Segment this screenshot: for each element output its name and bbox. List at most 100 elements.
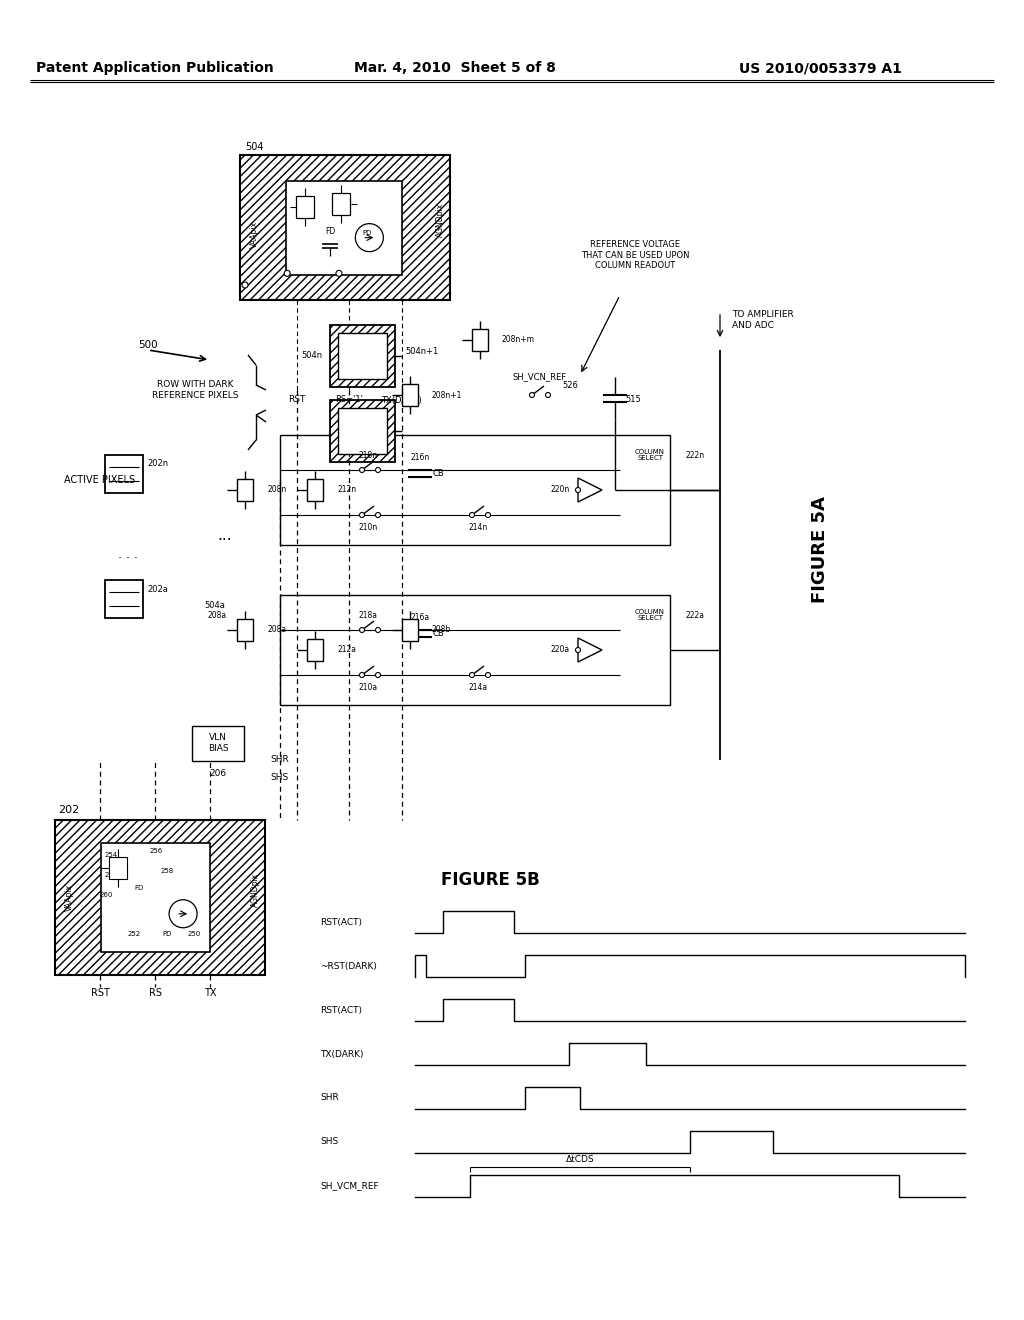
Text: 208b: 208b <box>432 626 452 635</box>
Text: 222n: 222n <box>685 450 705 459</box>
Text: 208n+1: 208n+1 <box>432 391 463 400</box>
Circle shape <box>575 648 581 652</box>
Text: SH_VCN_REF: SH_VCN_REF <box>513 372 567 381</box>
Text: ROW WITH DARK
REFERENCE PIXELS: ROW WITH DARK REFERENCE PIXELS <box>152 380 239 400</box>
Circle shape <box>376 672 381 677</box>
Text: 256: 256 <box>150 849 163 854</box>
Text: ~RST(DARK): ~RST(DARK) <box>319 961 377 970</box>
Bar <box>193 726 244 762</box>
Text: 212n: 212n <box>337 486 356 495</box>
Bar <box>55 820 265 975</box>
Text: COLUMN
SELECT: COLUMN SELECT <box>635 609 665 622</box>
Text: RS='1': RS='1' <box>335 396 364 404</box>
Text: 202: 202 <box>58 805 79 814</box>
Bar <box>296 197 314 218</box>
Text: 500: 500 <box>138 341 158 350</box>
Polygon shape <box>578 478 602 502</box>
Text: · · ·: · · · <box>118 552 138 565</box>
Circle shape <box>336 271 342 276</box>
Text: AGNDpix: AGNDpix <box>251 873 259 907</box>
Text: 202a: 202a <box>147 585 168 594</box>
Bar <box>307 479 323 502</box>
Text: FD: FD <box>325 227 335 236</box>
Text: 260: 260 <box>99 892 113 898</box>
Text: US 2010/0053379 A1: US 2010/0053379 A1 <box>738 61 901 75</box>
Text: 206: 206 <box>210 768 226 777</box>
Text: 216n: 216n <box>411 454 430 462</box>
Text: RST: RST <box>90 987 110 998</box>
Circle shape <box>169 900 197 928</box>
Circle shape <box>376 512 381 517</box>
Bar <box>105 455 143 492</box>
Text: TX(DARK): TX(DARK) <box>381 396 422 404</box>
Text: 210a: 210a <box>358 682 378 692</box>
Text: 515: 515 <box>625 396 641 404</box>
Text: FIGURE 5B: FIGURE 5B <box>440 871 540 888</box>
Bar <box>101 843 210 952</box>
Text: 252: 252 <box>127 931 140 937</box>
Text: 254: 254 <box>104 853 118 858</box>
Bar <box>338 408 387 454</box>
Circle shape <box>359 467 365 473</box>
Text: 210n: 210n <box>358 523 378 532</box>
Text: 504: 504 <box>245 143 263 152</box>
Bar <box>472 329 488 351</box>
Circle shape <box>546 392 551 397</box>
Text: TO AMPLIFIER
AND ADC: TO AMPLIFIER AND ADC <box>732 310 794 330</box>
Text: 222a: 222a <box>685 610 705 619</box>
Bar <box>338 333 387 379</box>
Text: SHS: SHS <box>319 1138 338 1147</box>
Circle shape <box>485 512 490 517</box>
Circle shape <box>376 467 381 473</box>
Text: 214n: 214n <box>468 523 487 532</box>
Circle shape <box>285 271 290 276</box>
Text: VAApix: VAApix <box>250 222 258 248</box>
Text: 214a: 214a <box>468 682 487 692</box>
Text: 208a: 208a <box>267 626 286 635</box>
Text: SHR: SHR <box>319 1093 339 1102</box>
Polygon shape <box>578 638 602 663</box>
Text: 220a: 220a <box>551 645 570 655</box>
Text: 262: 262 <box>104 873 118 878</box>
Text: RS: RS <box>148 987 162 998</box>
Text: 220n: 220n <box>551 486 570 495</box>
Text: TX: TX <box>204 987 216 998</box>
Text: SHR: SHR <box>270 755 289 764</box>
Bar <box>280 436 670 545</box>
Bar <box>280 595 670 705</box>
Text: 504n+1: 504n+1 <box>406 346 438 355</box>
Text: 250: 250 <box>187 931 201 937</box>
Text: 218n: 218n <box>358 450 378 459</box>
Text: 212a: 212a <box>337 645 356 655</box>
Text: 504n: 504n <box>301 351 322 360</box>
Bar <box>237 479 253 502</box>
Bar <box>330 400 395 462</box>
Circle shape <box>359 672 365 677</box>
Text: PD: PD <box>162 931 171 937</box>
Text: TX(DARK): TX(DARK) <box>319 1049 364 1059</box>
Circle shape <box>355 223 383 252</box>
Bar <box>286 181 401 276</box>
Bar <box>402 384 418 407</box>
Circle shape <box>469 672 474 677</box>
Circle shape <box>359 512 365 517</box>
Text: Patent Application Publication: Patent Application Publication <box>36 61 273 75</box>
Text: 218a: 218a <box>358 610 378 619</box>
Text: SHS: SHS <box>270 774 288 783</box>
Text: CB: CB <box>432 469 443 478</box>
Text: COLUMN
SELECT: COLUMN SELECT <box>635 449 665 462</box>
Text: 216a: 216a <box>411 614 429 623</box>
Text: ACTIVE PIXELS: ACTIVE PIXELS <box>65 475 135 484</box>
Text: REFERENCE VOLTAGE
THAT CAN BE USED UPON
COLUMN READOUT: REFERENCE VOLTAGE THAT CAN BE USED UPON … <box>581 240 689 269</box>
Text: CB: CB <box>432 628 443 638</box>
Text: RST(ACT): RST(ACT) <box>319 1006 362 1015</box>
Text: RST: RST <box>288 396 305 404</box>
Text: 202n: 202n <box>147 459 168 469</box>
Bar <box>307 639 323 661</box>
Text: ...: ... <box>218 528 232 543</box>
Circle shape <box>469 512 474 517</box>
Circle shape <box>529 392 535 397</box>
Text: VAApix: VAApix <box>65 884 74 911</box>
Circle shape <box>575 487 581 492</box>
Text: AGNDpix: AGNDpix <box>435 203 444 238</box>
